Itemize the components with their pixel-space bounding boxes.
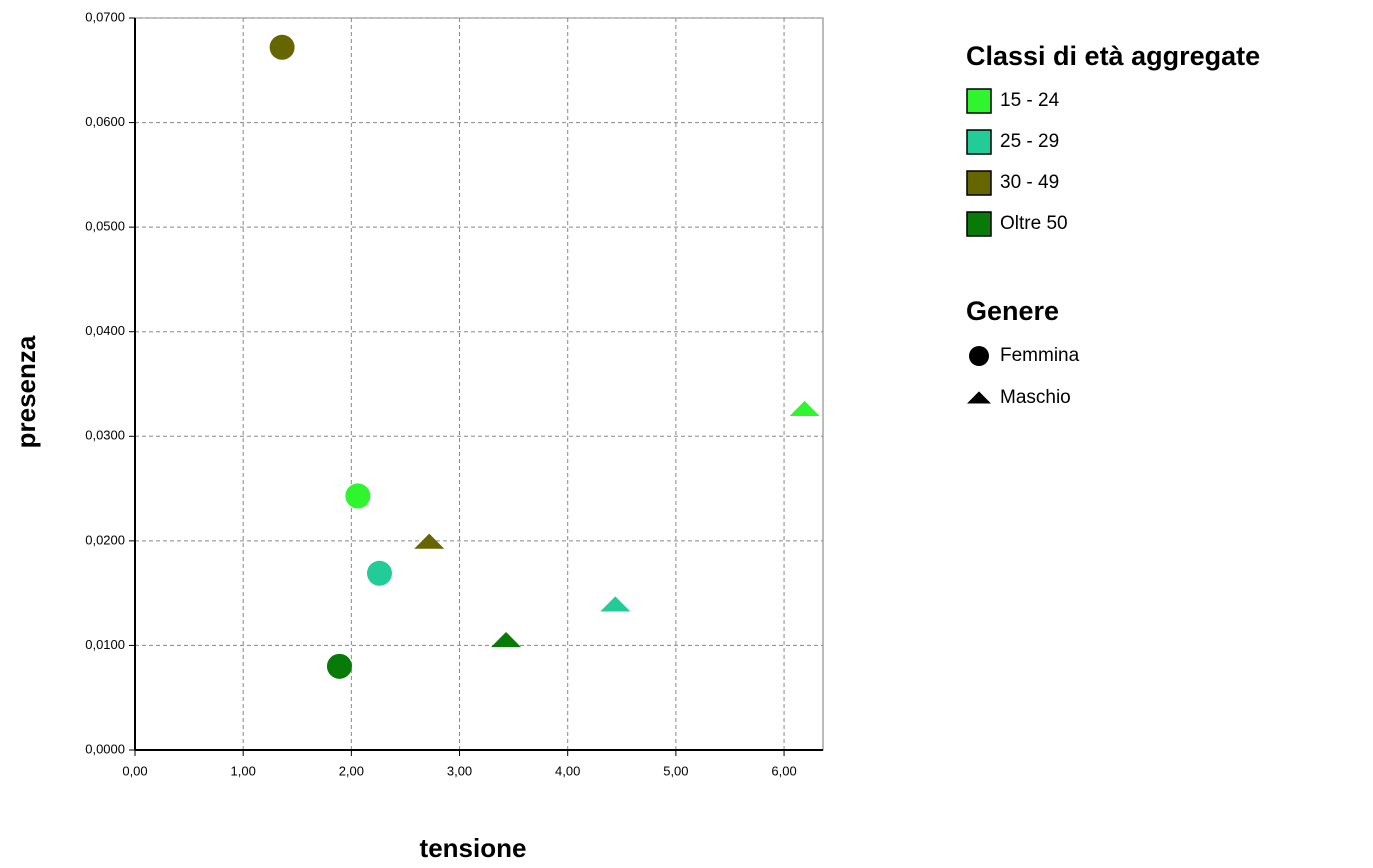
color-legend-title: Classi di età aggregate bbox=[966, 41, 1260, 71]
x-tick-label: 1,00 bbox=[231, 763, 256, 778]
y-tick-label: 0,0700 bbox=[85, 9, 125, 24]
legend-label: 25 - 29 bbox=[1000, 131, 1059, 152]
legend-swatch bbox=[966, 88, 992, 114]
circle-marker bbox=[326, 653, 352, 679]
legend-label: 15 - 24 bbox=[1000, 90, 1060, 111]
legend-label: Maschio bbox=[1000, 387, 1071, 408]
triangle-marker bbox=[967, 391, 991, 404]
legend-label: Femmina bbox=[1000, 345, 1080, 366]
circle-marker bbox=[269, 34, 295, 60]
x-tick-label: 2,00 bbox=[339, 763, 364, 778]
y-axis-title: presenza bbox=[11, 335, 41, 448]
y-tick-label: 0,0000 bbox=[85, 741, 125, 756]
y-tick-label: 0,0600 bbox=[85, 114, 125, 129]
shape-legend-title: Genere bbox=[966, 296, 1059, 326]
y-tick-label: 0,0100 bbox=[85, 637, 125, 652]
triangle-marker bbox=[789, 400, 820, 416]
circle-marker bbox=[345, 483, 371, 509]
x-axis-title: tensione bbox=[420, 833, 527, 863]
circle-marker bbox=[969, 346, 989, 366]
plot-frame bbox=[134, 17, 824, 751]
x-tick-label: 0,00 bbox=[122, 763, 147, 778]
legend-swatch bbox=[966, 170, 992, 196]
y-tick-label: 0,0500 bbox=[85, 219, 125, 234]
legend-label: 30 - 49 bbox=[1000, 172, 1059, 193]
y-tick-label: 0,0300 bbox=[85, 428, 125, 443]
x-tick-label: 5,00 bbox=[663, 763, 688, 778]
legend-label: Oltre 50 bbox=[1000, 213, 1068, 234]
triangle-marker bbox=[414, 533, 445, 549]
x-tick-label: 3,00 bbox=[447, 763, 472, 778]
x-tick-label: 4,00 bbox=[555, 763, 580, 778]
y-tick-label: 0,0200 bbox=[85, 532, 125, 547]
x-tick-label: 6,00 bbox=[771, 763, 796, 778]
circle-marker bbox=[366, 560, 392, 586]
y-tick-label: 0,0400 bbox=[85, 323, 125, 338]
triangle-marker bbox=[491, 631, 522, 648]
triangle-marker bbox=[600, 596, 631, 612]
legend-swatch bbox=[966, 129, 992, 155]
legend-swatch bbox=[966, 211, 992, 237]
